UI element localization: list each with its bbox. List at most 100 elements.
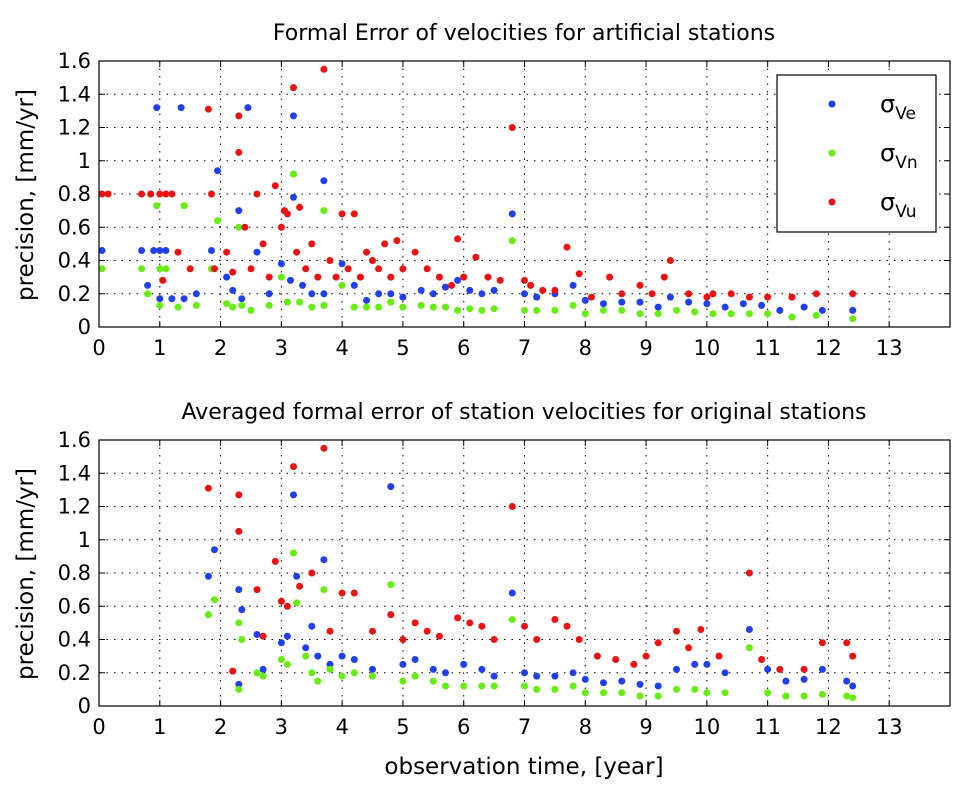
top-chart-x-tick-label: 13 xyxy=(876,336,903,360)
bottom-chart-y-tick-label: 1.4 xyxy=(58,461,91,485)
bottom-chart-point-ve xyxy=(691,660,699,668)
bottom-chart-point-vu xyxy=(673,627,680,635)
bottom-chart-point-vu xyxy=(490,636,498,643)
bottom-chart-y-tick-label: 1.2 xyxy=(58,495,91,519)
bottom-chart-point-vu xyxy=(521,622,528,630)
top-chart-point-vn xyxy=(320,207,328,215)
top-chart-point-vu xyxy=(521,276,528,284)
legend-label-ve: σVe xyxy=(880,90,916,124)
top-chart-y-tick-label: 0 xyxy=(78,315,91,339)
top-chart-point-vu xyxy=(186,265,194,273)
bottom-chart-point-ve xyxy=(673,665,680,673)
bottom-chart-point-vu xyxy=(290,463,297,471)
top-chart-point-vn xyxy=(138,265,146,273)
top-chart-point-ve xyxy=(363,296,370,304)
top-chart-point-ve xyxy=(350,281,358,289)
top-chart-point-ve xyxy=(153,104,161,112)
top-chart-point-vu xyxy=(208,190,215,198)
top-chart-point-vu xyxy=(223,248,231,256)
top-chart-point-vu xyxy=(849,290,857,298)
bottom-chart-point-ve xyxy=(235,586,243,594)
top-chart-point-vu xyxy=(235,112,243,120)
top-chart-y-axis-label: precision, [mm/yr] xyxy=(13,89,39,301)
top-chart-y-tick-label: 0.6 xyxy=(58,215,91,239)
bottom-chart-y-tick-label: 0 xyxy=(78,694,91,718)
bottom-chart-point-vu xyxy=(849,652,857,660)
top-chart-point-vu xyxy=(727,290,735,298)
top-chart-point-vu xyxy=(539,286,547,294)
bottom-chart-point-vn xyxy=(411,672,419,680)
top-chart-point-vn xyxy=(98,265,106,273)
top-chart-legend: σVe σVn σVu xyxy=(776,74,937,233)
top-chart-point-ve xyxy=(442,283,449,291)
bottom-chart-point-vu xyxy=(229,667,237,675)
bottom-chart-point-vn xyxy=(581,689,589,697)
bottom-chart-point-ve xyxy=(460,660,468,668)
bottom-chart-point-vu xyxy=(776,665,784,673)
bottom-chart-point-ve xyxy=(721,669,729,677)
top-chart-point-vu xyxy=(587,293,595,301)
bottom-chart-x-tick-label: 12 xyxy=(815,715,842,739)
bottom-chart-point-ve xyxy=(211,546,218,554)
bottom-chart-point-vn xyxy=(326,665,334,673)
top-chart-point-vu xyxy=(259,240,267,248)
bottom-chart: Averaged formal error of station velocit… xyxy=(13,400,951,780)
top-chart-point-vn xyxy=(569,301,577,309)
top-chart-point-vu xyxy=(204,105,212,113)
top-chart-point-ve xyxy=(308,290,316,298)
top-chart-point-vu xyxy=(435,273,443,281)
top-chart-point-vu xyxy=(338,210,346,218)
bottom-chart-point-vu xyxy=(745,569,753,577)
top-chart-y-tick-label: 1.6 xyxy=(58,49,91,73)
top-chart-point-vn xyxy=(229,303,237,311)
bottom-chart-point-vu xyxy=(411,619,419,627)
top-chart-point-vu xyxy=(247,265,255,273)
legend-label-vu: σVu xyxy=(880,188,916,222)
top-chart-point-ve xyxy=(192,290,200,298)
top-chart-point-vu xyxy=(454,235,462,243)
top-chart-point-vu xyxy=(606,273,614,281)
top-chart-point-vn xyxy=(283,298,291,306)
top-chart-point-vn xyxy=(417,301,425,309)
top-chart-point-vu xyxy=(265,273,273,281)
bottom-chart-point-ve xyxy=(600,679,607,687)
bottom-chart-point-vn xyxy=(460,682,468,690)
bottom-chart-point-ve xyxy=(618,677,626,685)
top-chart-point-ve xyxy=(244,104,252,112)
bottom-chart-point-vu xyxy=(435,632,443,640)
top-chart-point-ve xyxy=(466,286,474,294)
top-chart-point-vu xyxy=(666,257,674,264)
top-chart-point-vu xyxy=(496,276,504,284)
bottom-chart-x-tick-labels: 0 1 2 3 4 5 6 7 8 9 10 11 12 13 xyxy=(92,715,902,739)
bottom-chart-point-ve xyxy=(308,622,316,630)
top-chart-point-vu xyxy=(162,190,170,198)
bottom-chart-point-vu xyxy=(642,652,650,660)
top-chart-x-tick-label: 0 xyxy=(92,336,105,360)
top-chart-point-ve xyxy=(429,290,437,298)
top-chart-point-ve xyxy=(287,276,294,284)
top-chart-point-ve xyxy=(156,247,164,254)
top-chart-point-ve xyxy=(478,290,486,298)
top-chart-point-vn xyxy=(551,306,559,314)
bottom-chart-y-tick-label: 1 xyxy=(78,528,91,552)
bottom-chart-point-vu xyxy=(563,622,571,630)
top-chart-point-vn xyxy=(162,265,170,273)
top-chart-point-vu xyxy=(235,148,243,156)
top-chart-point-ve xyxy=(162,247,170,254)
top-chart-point-vu xyxy=(344,265,352,273)
top-chart-point-vn xyxy=(214,217,221,225)
top-chart-point-vu xyxy=(314,273,322,281)
bottom-chart-point-vn xyxy=(293,599,301,607)
bottom-chart-point-vn xyxy=(429,677,437,685)
bottom-chart-point-ve xyxy=(818,665,826,673)
bottom-chart-point-vu xyxy=(283,602,291,610)
bottom-chart-x-tick-label: 9 xyxy=(639,715,652,739)
bottom-chart-x-tick-label: 0 xyxy=(92,715,105,739)
bottom-chart-point-vn xyxy=(259,672,267,680)
bottom-chart-point-vu xyxy=(533,636,541,643)
top-chart-point-ve xyxy=(253,248,261,256)
legend-marker-vu xyxy=(828,198,836,206)
top-chart-point-vu xyxy=(302,265,310,273)
bottom-chart-point-vn xyxy=(238,636,246,643)
